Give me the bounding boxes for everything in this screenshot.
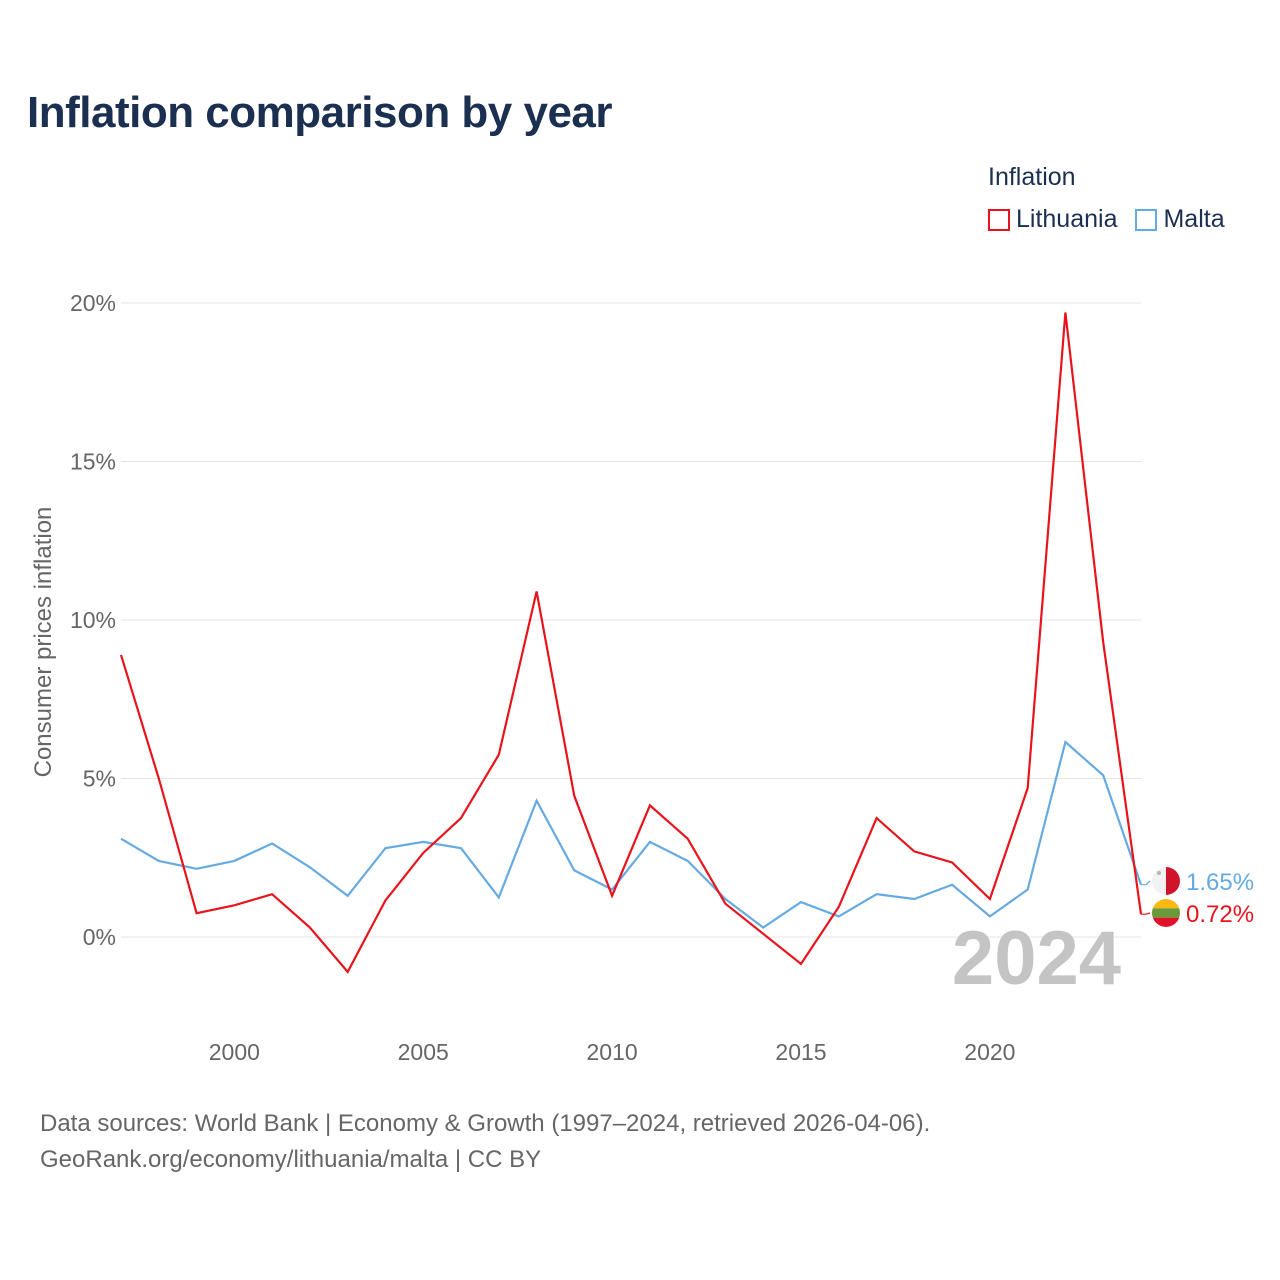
- x-tick-label: 2015: [775, 1039, 826, 1065]
- end-label-malta: 1.65%: [1186, 869, 1254, 896]
- flag-icon-malta: [1152, 867, 1180, 895]
- legend-item-malta[interactable]: Malta: [1135, 205, 1225, 234]
- series-line-malta: [120, 739, 1143, 929]
- legend-label-malta: Malta: [1163, 205, 1225, 233]
- x-tick-label: 2020: [964, 1039, 1015, 1065]
- y-tick-label: 20%: [70, 290, 116, 316]
- end-label-lithuania: 0.72%: [1186, 901, 1254, 928]
- series-line-lithuania: [119, 312, 1143, 974]
- flag-red-half: [1166, 867, 1180, 895]
- end-connector-malta: [1141, 880, 1151, 886]
- flag-icon-lithuania: [1152, 899, 1180, 927]
- footer: Data sources: World Bank | Economy & Gro…: [40, 1106, 930, 1178]
- x-tick-label: 2005: [398, 1039, 449, 1065]
- flag-cross: [1157, 871, 1161, 875]
- flag-white-half: [1152, 867, 1166, 895]
- legend: Lithuania Malta: [988, 205, 1225, 234]
- legend-label-lithuania: Lithuania: [1016, 205, 1118, 233]
- y-tick-label: 0%: [83, 924, 116, 950]
- flag-red-stripe: [1152, 917, 1180, 927]
- legend-item-lithuania[interactable]: Lithuania: [988, 205, 1117, 234]
- y-tick-label: 15%: [70, 449, 116, 475]
- legend-swatch-malta: [1135, 208, 1158, 231]
- flag-yellow-stripe: [1152, 899, 1180, 909]
- footer-sources: Data sources: World Bank | Economy & Gro…: [40, 1110, 931, 1137]
- x-tick-label: 2010: [587, 1039, 638, 1065]
- end-connector-lithuania: [1141, 912, 1151, 915]
- x-tick-label: 2000: [209, 1039, 260, 1065]
- page-title: Inflation comparison by year: [27, 88, 613, 137]
- legend-swatch-lithuania: [988, 208, 1010, 231]
- footer-link[interactable]: GeoRank.org/economy/lithuania/malta | CC…: [40, 1146, 542, 1173]
- y-tick-label: 5%: [83, 766, 116, 792]
- y-axis-label: Consumer prices inflation: [30, 507, 57, 778]
- y-tick-label: 10%: [70, 607, 116, 633]
- legend-title: Inflation: [988, 163, 1076, 191]
- flag-green-stripe: [1152, 908, 1180, 918]
- year-annotation: 2024: [952, 916, 1121, 1001]
